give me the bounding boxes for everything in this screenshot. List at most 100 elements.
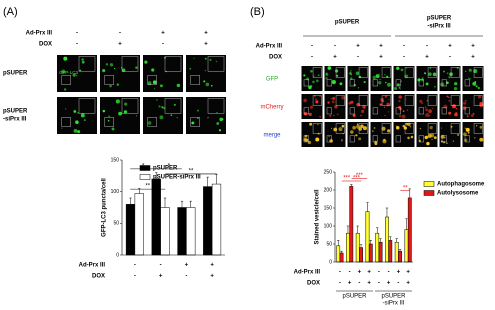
- micrograph: [370, 94, 392, 119]
- micrograph-spot: [424, 72, 427, 75]
- bar: [385, 216, 389, 263]
- micrograph-spot: [319, 115, 322, 118]
- micrograph-spot: [352, 114, 356, 118]
- micrograph-spot: [102, 109, 106, 113]
- bar: [407, 197, 412, 263]
- micrograph-spot: [331, 80, 336, 85]
- micrograph-spot: [75, 74, 78, 77]
- group-header: pSUPER: [335, 20, 360, 26]
- micrograph: [439, 122, 461, 147]
- bar: [368, 243, 373, 263]
- micrograph-spot: [409, 126, 412, 128]
- legend-swatch: [423, 190, 435, 196]
- micrograph-spot: [329, 114, 332, 117]
- micrograph-spot: [425, 108, 428, 112]
- micrograph-spot: [176, 117, 178, 119]
- micrograph-spot: [418, 139, 421, 142]
- micrograph: [393, 66, 415, 91]
- micrograph-spot: [360, 114, 362, 117]
- condition-sign: +: [379, 44, 383, 50]
- roi-box: [441, 135, 447, 143]
- micrograph-spot: [81, 60, 85, 64]
- micrograph-spot: [375, 74, 380, 79]
- micrograph-spot: [350, 100, 354, 104]
- micrograph-spot: [434, 85, 436, 88]
- group-label: -siPrx III: [383, 301, 405, 307]
- inset-box: [381, 67, 391, 78]
- micrograph-spot: [424, 106, 427, 109]
- micrograph-spot: [335, 69, 339, 73]
- micrograph-spot: [80, 113, 85, 118]
- micrograph-spot: [428, 72, 432, 76]
- y-tick-label: 150: [111, 157, 120, 163]
- significance-mark: *: [168, 163, 171, 169]
- roi-box: [464, 107, 470, 115]
- significance-mark: **: [403, 185, 408, 191]
- micrograph-spot: [384, 115, 386, 117]
- significance-mark: *: [142, 163, 145, 169]
- condition-sign: +: [204, 42, 208, 48]
- inset-box: [450, 95, 460, 106]
- x-row-sign: +: [348, 281, 352, 287]
- micrograph-spot: [310, 70, 313, 73]
- roi-box: [441, 79, 447, 87]
- micrograph-spot: [400, 68, 404, 72]
- micrograph-spot: [332, 96, 336, 100]
- micrograph-spot: [336, 74, 339, 77]
- micrograph-spot: [319, 95, 321, 97]
- significance-mark: ***: [356, 173, 364, 179]
- inset-box: [381, 123, 391, 134]
- condition-sign: +: [471, 55, 475, 61]
- condition-sign: +: [471, 44, 475, 50]
- inset-box: [473, 67, 483, 78]
- condition-sign: -: [403, 55, 405, 61]
- micrograph: [439, 66, 461, 91]
- micrograph-spot: [396, 83, 400, 87]
- condition-sign: +: [333, 55, 337, 61]
- micrograph-spot: [402, 110, 405, 113]
- micrograph-spot: [453, 86, 458, 91]
- micrograph-spot: [350, 74, 353, 76]
- micrograph-spot: [465, 127, 470, 132]
- micrograph-spot: [334, 105, 338, 109]
- micrograph-spot: [448, 111, 452, 115]
- micrograph-spot: [328, 135, 330, 138]
- roi-box: [395, 135, 401, 143]
- x-row-sign: +: [358, 270, 362, 276]
- micrograph-spot: [330, 97, 333, 100]
- micrograph-spot: [362, 104, 366, 109]
- micrograph-spot: [124, 102, 128, 106]
- inset-box: [404, 123, 414, 134]
- inset-box: [78, 56, 96, 72]
- channel-label: GFP: [266, 77, 278, 83]
- micrograph-spot: [161, 106, 164, 109]
- micrograph-spot: [473, 69, 478, 74]
- micrograph: [301, 66, 323, 91]
- micrograph-spot: [406, 109, 409, 111]
- inset-box: [121, 98, 139, 114]
- micrograph-spot: [448, 96, 450, 99]
- micrograph: [100, 55, 140, 92]
- micrograph: [347, 66, 369, 91]
- row-label: pSUPER: [3, 109, 28, 115]
- inset-box: [358, 123, 368, 134]
- roi-box: [190, 117, 200, 127]
- micrograph-spot: [407, 136, 410, 140]
- micrograph-spot: [406, 67, 408, 69]
- y-tick-label: 0: [116, 252, 119, 258]
- micrograph-spot: [308, 112, 312, 117]
- roi-box: [441, 107, 447, 115]
- channel-label: mCherry: [260, 105, 283, 111]
- x-row-sign: +: [387, 281, 391, 287]
- micrograph-spot: [72, 73, 76, 77]
- micrograph-spot: [467, 131, 470, 134]
- x-row-sign: +: [367, 270, 371, 276]
- micrograph-spot: [394, 87, 398, 91]
- inset-box: [404, 67, 414, 78]
- condition-sign: +: [356, 44, 360, 50]
- micrograph-spot: [381, 126, 386, 131]
- micrograph-spot: [333, 114, 335, 117]
- x-row-sign: +: [367, 281, 371, 287]
- x-row-sign: -: [397, 281, 399, 287]
- micrograph-spot: [360, 124, 364, 129]
